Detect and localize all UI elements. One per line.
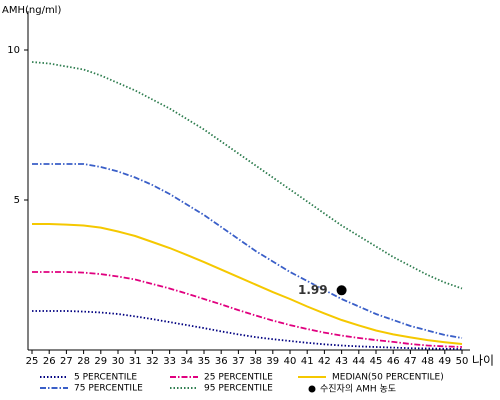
series-line	[32, 163, 463, 339]
legend-label: 수진자의 AMH 농도	[320, 384, 396, 395]
x-tick-label: 39	[266, 356, 279, 367]
x-tick-label: 33	[163, 356, 176, 367]
x-tick-label: 41	[301, 356, 314, 367]
x-tick-label: 44	[352, 356, 365, 367]
x-tick-label: 30	[112, 356, 125, 367]
x-tick-label: 28	[77, 356, 90, 367]
point-label: 1.99	[298, 283, 328, 297]
x-tick-label: 31	[129, 356, 142, 367]
x-tick-label: 40	[284, 356, 297, 367]
patient-point	[336, 285, 347, 296]
x-tick-label: 45	[370, 356, 383, 367]
series-line	[31, 61, 463, 290]
series-line	[32, 223, 463, 345]
x-tick-label: 29	[94, 356, 107, 367]
x-tick-label: 36	[215, 356, 228, 367]
legend-label: 75 PERCENTILE	[74, 384, 143, 394]
x-tick-label: 32	[146, 356, 159, 367]
x-tick-label: 27	[60, 356, 73, 367]
series-line	[32, 271, 463, 348]
x-tick-label: 25	[26, 356, 39, 367]
y-axis-label: AMH(ng/ml)	[2, 5, 61, 16]
x-tick-label: 46	[387, 356, 400, 367]
x-tick-label: 43	[335, 356, 348, 367]
x-tick-label: 38	[249, 356, 262, 367]
legend-swatch	[308, 385, 316, 393]
x-tick-label: 37	[232, 356, 245, 367]
legend-label: 25 PERCENTILE	[204, 373, 273, 383]
x-tick-label: 34	[180, 356, 193, 367]
series-line	[32, 310, 463, 350]
x-tick-label: 35	[198, 356, 211, 367]
x-tick-label: 49	[438, 356, 451, 367]
y-tick-label: 5	[14, 195, 20, 206]
legend-label: MEDIAN(50 PERCENTILE)	[332, 373, 444, 383]
y-tick-label: 10	[7, 45, 20, 56]
x-tick-label: 47	[404, 356, 417, 367]
x-tick-label: 48	[421, 356, 434, 367]
legend-label: 95 PERCENTILE	[204, 384, 273, 394]
x-axis-label: 나이	[472, 354, 494, 368]
legend-label: 5 PERCENTILE	[74, 373, 137, 383]
x-tick-label: 26	[43, 356, 56, 367]
x-tick-label: 42	[318, 356, 331, 367]
x-tick-label: 50	[456, 356, 469, 367]
